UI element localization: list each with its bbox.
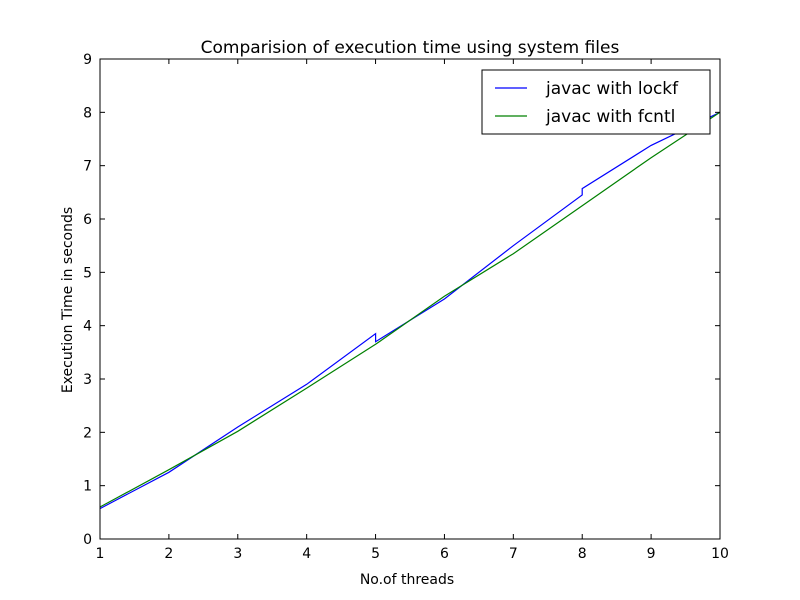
x-tick-label: 10 [711, 546, 729, 562]
x-tick-label: 3 [233, 546, 242, 562]
x-tick-label: 1 [96, 546, 105, 562]
y-tick-label: 5 [83, 265, 92, 281]
y-tick-label: 6 [83, 212, 92, 228]
y-tick-label: 0 [83, 532, 92, 548]
y-tick-label: 4 [83, 319, 92, 335]
x-tick-label: 5 [371, 546, 380, 562]
y-axis-label: Execution Time in seconds [60, 207, 76, 393]
x-tick-label: 6 [440, 546, 449, 562]
legend-label-2: javac with fcntl [545, 107, 675, 127]
y-tick-label: 2 [83, 425, 92, 441]
legend-box [481, 69, 711, 135]
series-line-1 [99, 111, 721, 510]
y-tick-label: 3 [83, 372, 92, 388]
y-tick-label: 8 [83, 105, 92, 121]
x-tick-label: 4 [302, 546, 311, 562]
series-line-2 [99, 111, 721, 508]
legend-label-1: javac with lockf [545, 79, 679, 99]
y-tick-label: 7 [83, 159, 92, 175]
y-tick-label: 9 [83, 52, 92, 68]
x-tick-label: 7 [509, 546, 518, 562]
plot-frame [99, 58, 721, 540]
x-tick-label: 8 [578, 546, 587, 562]
legend: javac with lockf javac with fcntl [481, 69, 711, 135]
x-axis: 1 2 3 4 5 6 7 8 9 10 [96, 59, 729, 562]
y-tick-label: 1 [83, 479, 92, 495]
x-tick-label: 9 [647, 546, 656, 562]
chart-title: Comparision of execution time using syst… [201, 38, 620, 58]
plot-area [99, 111, 721, 510]
x-tick-label: 2 [164, 546, 173, 562]
y-axis: 0 1 2 3 4 5 6 7 8 9 [83, 52, 720, 548]
x-axis-label: No.of threads [360, 572, 454, 588]
